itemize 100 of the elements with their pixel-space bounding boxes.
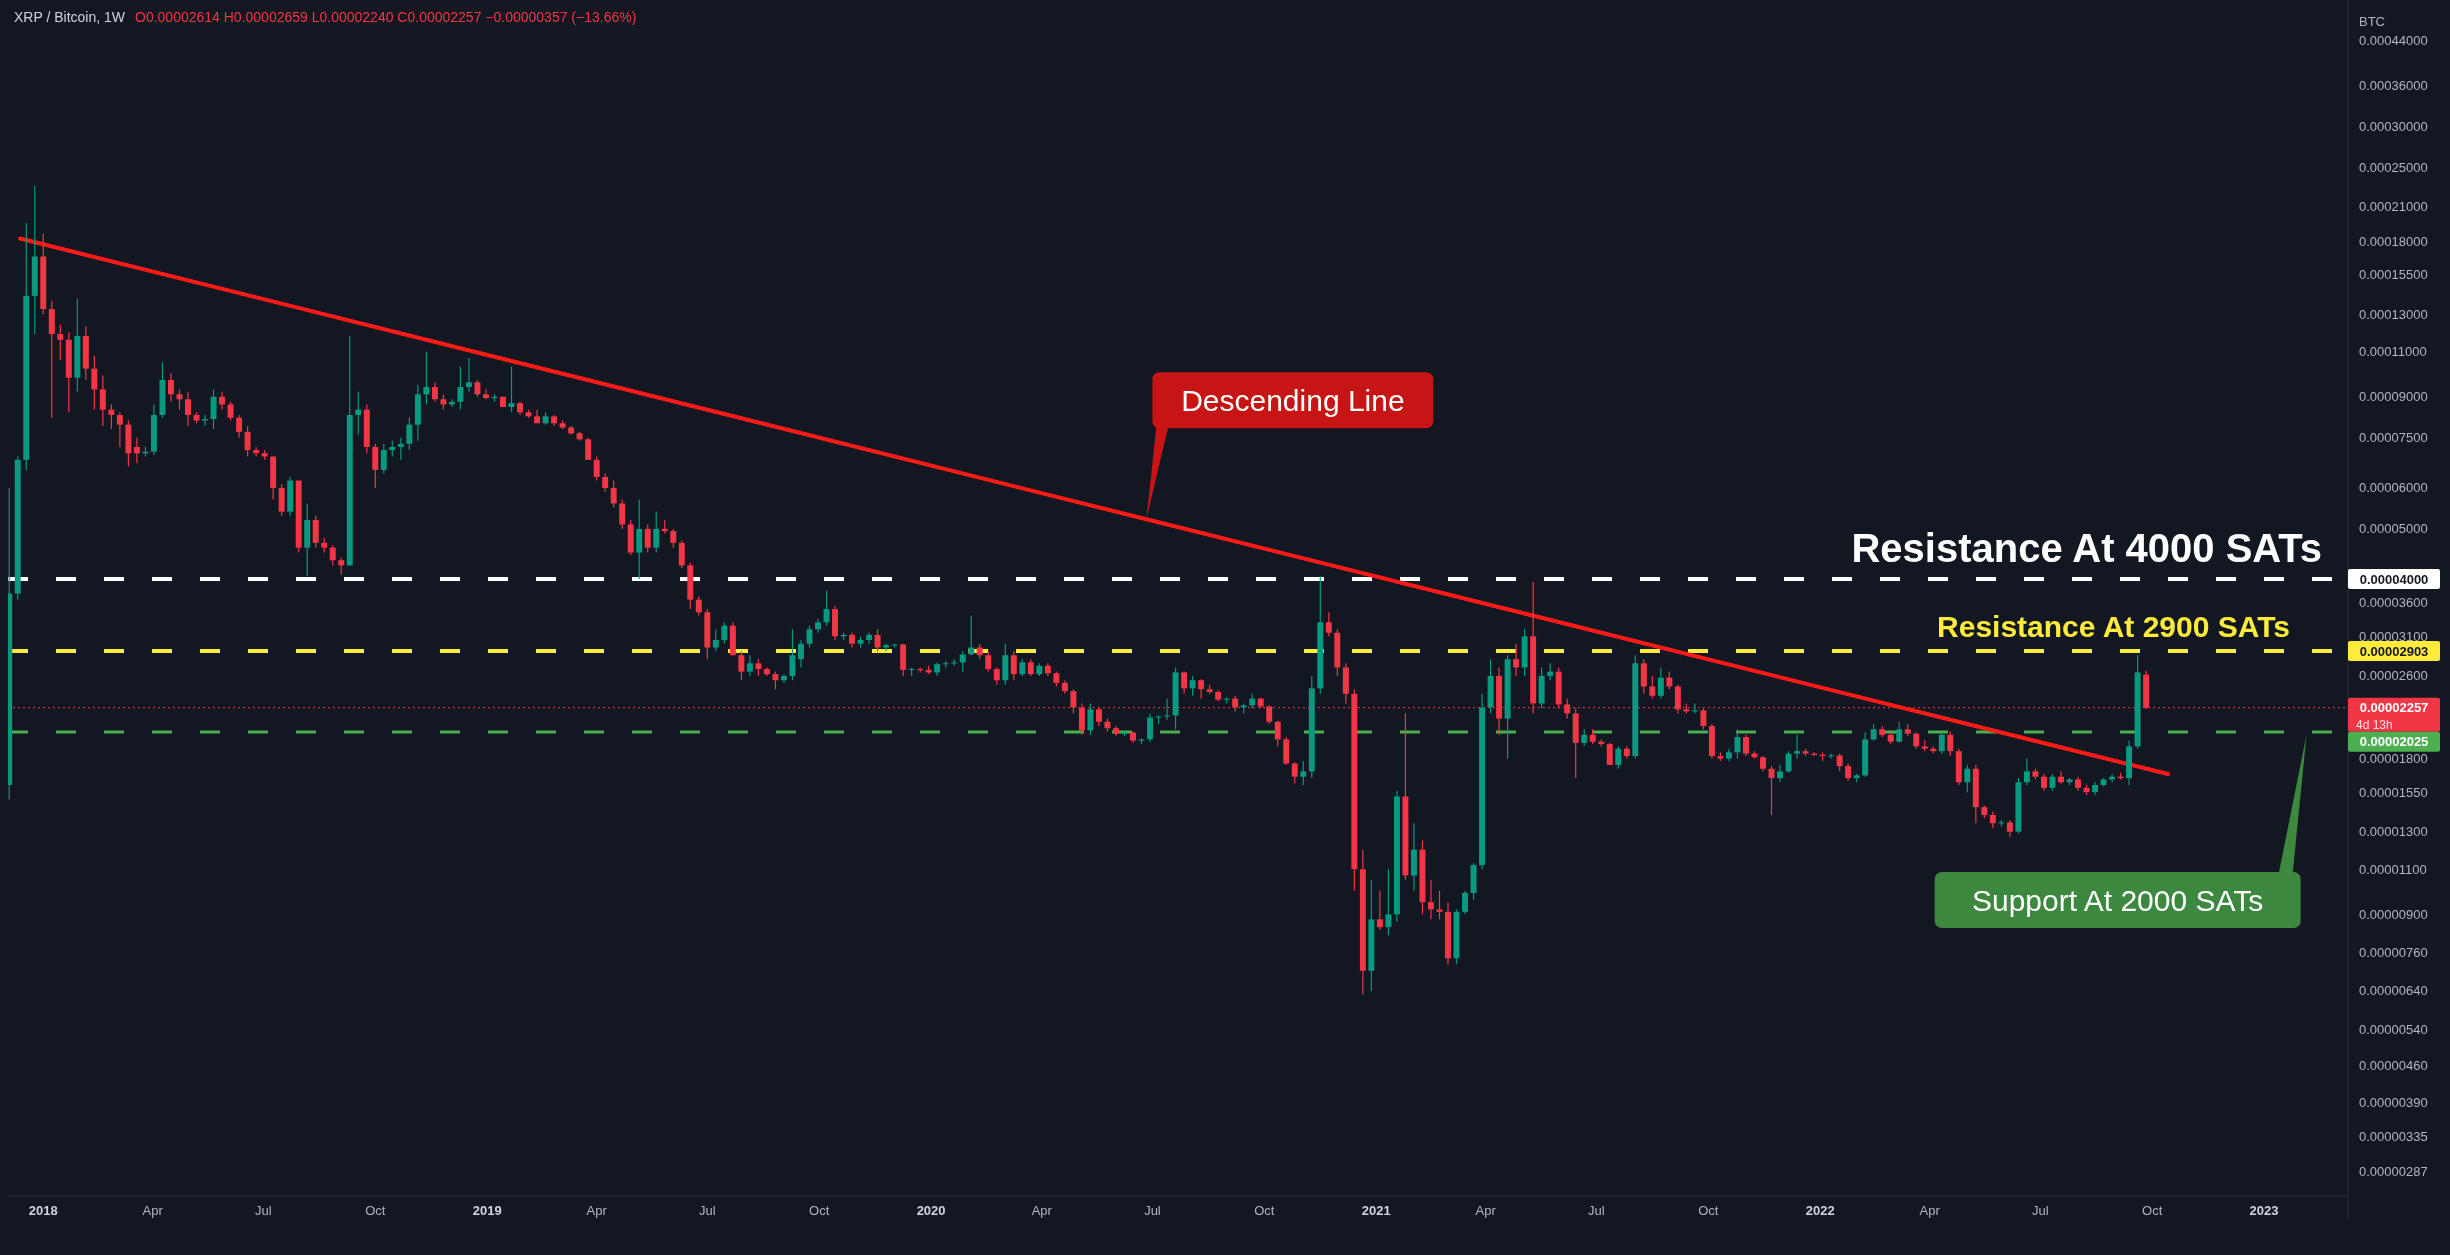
candlestick (746, 654, 753, 677)
y-tick-label: 0.00000287 (2359, 1163, 2428, 1179)
candlestick (57, 324, 64, 361)
text: O0.00002614 H0.00002659 L0.00002240 C0.00002257 −0.00000357 (−13.66%) (135, 9, 637, 25)
y-tick-label: 0.00003600 (2359, 595, 2428, 611)
x-tick-label: Apr (142, 1203, 164, 1218)
candlestick (1938, 732, 1945, 755)
candlestick (874, 628, 881, 652)
candlestick (99, 374, 106, 427)
candlestick (1828, 752, 1835, 760)
candlestick (219, 391, 226, 411)
candlestick (431, 381, 438, 403)
candlestick (653, 511, 660, 554)
annotation: Descending Line (1181, 384, 1405, 418)
candlestick (108, 403, 115, 430)
candlestick (610, 479, 617, 509)
candlestick (644, 523, 651, 554)
candlestick (133, 437, 140, 464)
annotation: Support At 2000 SATs (1971, 884, 2264, 918)
candlestick (423, 351, 430, 406)
candlestick (482, 388, 489, 400)
candlestick (968, 614, 975, 656)
y-tick-label: 0.00001800 (2359, 751, 2428, 767)
candlestick (1742, 734, 1749, 757)
candlestick (210, 388, 217, 430)
candlestick (1291, 761, 1298, 785)
candlestick (1385, 868, 1392, 936)
candlestick (1325, 611, 1332, 637)
x-tick-label: Jul (1588, 1203, 1605, 1218)
candlestick (1777, 764, 1784, 783)
candlestick (2057, 770, 2064, 785)
candlestick (253, 446, 260, 458)
y-tick-label: 0.00000760 (2359, 944, 2428, 960)
x-tick-label: Apr (586, 1203, 608, 1218)
y-tick-label: 0.00001300 (2359, 824, 2428, 840)
candlestick (712, 628, 719, 652)
candlestick (397, 437, 404, 461)
x-tick-label: Jul (255, 1203, 272, 1218)
candlestick (780, 673, 787, 684)
candlestick (1164, 698, 1171, 721)
candlestick (1462, 890, 1469, 915)
y-tick-label: 0.00000460 (2359, 1057, 2428, 1073)
candlestick (1640, 658, 1647, 695)
candlestick (1376, 890, 1383, 931)
y-tick-label: 0.00001550 (2359, 784, 2428, 800)
x-tick-label: 2023 (2249, 1203, 2279, 1218)
y-tick-label: 0.00030000 (2359, 118, 2428, 134)
y-tick-label: 0.00006000 (2359, 480, 2428, 496)
candlestick (1657, 666, 1664, 700)
y-tick-label: 0.00000335 (2359, 1128, 2428, 1144)
annotation: Resistance At 4000 SATs (1851, 526, 2322, 571)
ref-line-label: 0.00002257 (2359, 700, 2429, 716)
x-tick-label: 2018 (28, 1203, 58, 1218)
candlestick (1427, 879, 1434, 920)
candlestick (1896, 721, 1903, 744)
y-tick-label: 0.00007500 (2359, 430, 2428, 446)
candlestick (797, 639, 804, 668)
x-tick-label: Apr (1919, 1203, 1941, 1218)
candlestick (1734, 728, 1741, 760)
candlestick (1947, 730, 1954, 757)
candlestick (278, 483, 285, 517)
x-tick-label: 2019 (472, 1203, 502, 1218)
text: 4d 13h (2356, 717, 2393, 732)
x-tick-label: Jul (2031, 1203, 2049, 1218)
y-tick-label: 0.00009000 (2359, 389, 2428, 405)
candlestick (329, 544, 336, 567)
y-tick-label: 0.00001100 (2359, 861, 2427, 877)
candlestick (670, 528, 677, 549)
y-tick-label: 0.00013000 (2359, 306, 2428, 322)
candlestick (1198, 678, 1205, 700)
y-axis-title: BTC (2359, 14, 2385, 29)
y-tick-label: 0.00000390 (2359, 1094, 2428, 1110)
y-tick-label: 0.00018000 (2359, 233, 2428, 249)
x-tick-label: Oct (1698, 1203, 1719, 1218)
x-tick-label: Oct (365, 1203, 386, 1218)
candlestick (236, 414, 243, 439)
candlestick (738, 650, 745, 681)
candlestick (721, 621, 728, 645)
candlestick (678, 539, 685, 569)
candlestick (355, 391, 362, 436)
candlestick (1785, 750, 1792, 774)
x-tick-label: 2022 (1805, 1203, 1835, 1218)
candlestick (1794, 734, 1801, 760)
y-tick-label: 0.00000900 (2359, 906, 2428, 922)
y-tick-label: 0.00036000 (2359, 77, 2428, 93)
x-tick-label: Oct (2142, 1203, 2163, 1218)
candlestick (116, 411, 123, 448)
candlestick (244, 425, 251, 458)
candlestick (1606, 742, 1613, 766)
annotation: Resistance At 2900 SATs (1937, 610, 2290, 644)
x-tick-label: Apr (1475, 1203, 1497, 1218)
candlestick (1147, 712, 1154, 743)
y-tick-label: 0.00005000 (2359, 521, 2428, 537)
text: XRP / Bitcoin, 1W (14, 9, 126, 25)
x-tick-label: Jul (699, 1203, 716, 1218)
candlestick (406, 417, 413, 451)
y-tick-label: 0.00044000 (2359, 32, 2428, 48)
x-tick-label: Jul (1144, 1203, 1161, 1218)
y-tick-label: 0.00002600 (2359, 668, 2428, 684)
y-tick-label: 0.00011000 (2359, 344, 2427, 360)
